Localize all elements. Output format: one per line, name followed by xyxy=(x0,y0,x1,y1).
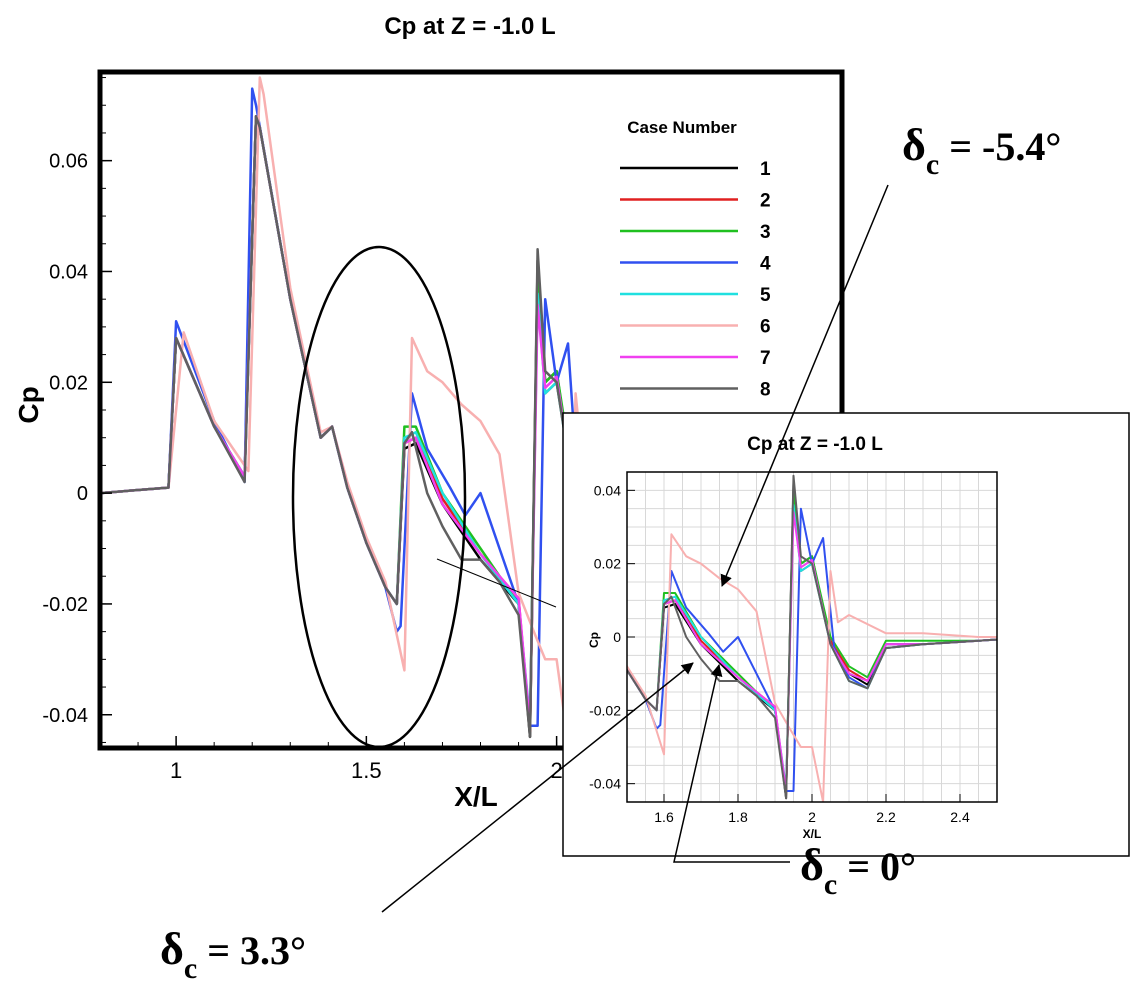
annotation-delta-value: = -5.4° xyxy=(939,124,1061,169)
inset-x-tick-label: 2.4 xyxy=(950,809,970,825)
annotation-arrow-0 xyxy=(673,664,790,863)
inset-chart-title: Cp at Z = -1.0 L xyxy=(747,434,883,455)
annotation-delta-symbol: δ xyxy=(160,923,184,974)
inset-y-tick-label: 0.02 xyxy=(594,556,621,572)
inset-y-tick-label: -0.02 xyxy=(589,702,621,718)
annotation-delta-3-3: δc = 3.3° xyxy=(160,923,306,985)
main-y-tick-label: -0.04 xyxy=(42,705,88,727)
main-y-tick-label: 0.04 xyxy=(49,261,88,283)
main-x-axis-label: X/L xyxy=(454,781,498,812)
annotation-delta-value: = 3.3° xyxy=(197,928,306,973)
inset-y-tick-label: 0.04 xyxy=(594,482,621,498)
legend-items: 1 2 3 4 5 6 7 8 xyxy=(620,159,771,401)
annotation-arrow-3-3 xyxy=(381,662,694,913)
inset-y-tick-label: -0.04 xyxy=(589,776,621,792)
inset-y-axis: -0.04 -0.02 0 0.02 0.04 xyxy=(589,482,635,792)
annotation-delta-subscript: c xyxy=(926,148,939,181)
inset-series-line-6 xyxy=(627,533,997,802)
inset-series-line-3 xyxy=(627,489,997,792)
inset-series-line-7 xyxy=(627,511,997,792)
highlight-ellipse xyxy=(291,245,467,749)
inset-series-line-4 xyxy=(627,507,997,792)
annotations: δc = -5.4° δc = 3.3° δc = 0° xyxy=(160,119,1061,985)
inset-x-axis: 1.6 1.8 2 2.2 2.4 xyxy=(654,794,970,825)
legend-label-8: 8 xyxy=(760,380,771,401)
main-y-axis: -0.04 -0.02 0 0.02 0.04 0.06 xyxy=(42,77,112,743)
legend-label-4: 4 xyxy=(760,254,771,275)
inset-grid xyxy=(626,471,998,803)
annotation-delta-symbol: δ xyxy=(902,119,926,170)
main-x-tick-label: 1.5 xyxy=(351,758,382,783)
zoom-connector-line xyxy=(436,558,557,608)
inset-series-group xyxy=(627,474,997,802)
main-chart-title: Cp at Z = -1.0 L xyxy=(384,13,555,40)
annotation-delta-subscript: c xyxy=(184,952,197,985)
legend-label-3: 3 xyxy=(760,222,771,243)
annotation-delta-0: δc = 0° xyxy=(800,839,916,901)
annotation-delta-symbol: δ xyxy=(800,839,824,890)
annotation-delta-subscript: c xyxy=(824,868,837,901)
legend-label-1: 1 xyxy=(760,159,771,180)
legend: Case Number 1 2 3 4 5 6 7 8 xyxy=(620,118,771,401)
inset-x-tick-label: 2.2 xyxy=(876,809,896,825)
main-y-tick-label: 0 xyxy=(77,483,88,505)
main-x-tick-label: 1 xyxy=(170,758,182,783)
main-y-tick-label: -0.02 xyxy=(42,594,88,616)
annotation-arrow-minus-5-4 xyxy=(720,184,889,587)
annotation-delta-value: = 0° xyxy=(837,844,916,889)
legend-label-7: 7 xyxy=(760,348,771,369)
inset-series-line-8 xyxy=(627,474,997,800)
inset-x-tick-label: 1.8 xyxy=(728,809,748,825)
legend-label-6: 6 xyxy=(760,317,771,338)
inset-x-tick-label: 1.6 xyxy=(654,809,674,825)
main-y-axis-label: Cp xyxy=(13,386,44,423)
legend-label-5: 5 xyxy=(760,285,771,306)
inset-y-tick-label: 0 xyxy=(613,629,621,645)
inset-x-tick-label: 2 xyxy=(808,809,816,825)
main-y-tick-label: 0.06 xyxy=(49,151,88,173)
legend-title: Case Number xyxy=(627,118,737,137)
legend-label-2: 2 xyxy=(760,191,771,212)
inset-chart: Cp at Z = -1.0 L 1.6 1.8 2 2.2 2.4 -0.04-0.0… xyxy=(562,412,1130,857)
inset-panel xyxy=(562,412,1130,857)
annotation-delta-minus-5-4: δc = -5.4° xyxy=(902,119,1061,181)
inset-y-axis-label: Cp xyxy=(587,632,601,648)
main-x-tick-label: 2 xyxy=(550,758,562,783)
inset-x-axis-label: X/L xyxy=(803,827,822,841)
main-y-tick-label: 0.02 xyxy=(49,372,88,394)
